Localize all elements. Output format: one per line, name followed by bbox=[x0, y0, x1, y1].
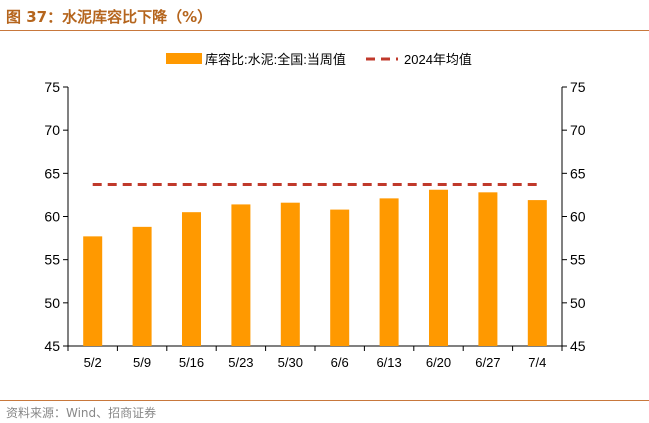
bar bbox=[330, 209, 350, 346]
source-note: 资料来源：Wind、招商证券 bbox=[6, 406, 157, 420]
y-tick-label-left: 70 bbox=[44, 122, 60, 138]
x-tick-label: 6/6 bbox=[331, 355, 349, 370]
chart-area: 库容比:水泥:全国:当周值 2024年均值 45 45 50 50 55 55 60 60 65… bbox=[44, 52, 586, 370]
bar bbox=[478, 192, 498, 346]
y-tick-label-right: 55 bbox=[570, 252, 586, 268]
x-tick-label: 6/20 bbox=[426, 355, 451, 370]
x-tick-label: 5/2 bbox=[84, 355, 102, 370]
title-divider bbox=[0, 30, 649, 31]
y-tick-label-right: 65 bbox=[570, 165, 586, 181]
bar bbox=[429, 189, 448, 346]
legend: 库容比:水泥:全国:当周值 2024年均值 bbox=[166, 52, 472, 67]
bar bbox=[379, 198, 399, 346]
chart-title: 图 37：水泥库容比下降（%） bbox=[6, 8, 213, 26]
x-tick-label: 6/27 bbox=[475, 355, 500, 370]
y-tick-label-left: 45 bbox=[44, 338, 60, 354]
y-tick-label-left: 65 bbox=[44, 165, 60, 181]
y-tick-label-right: 50 bbox=[570, 295, 586, 311]
legend-bar-swatch bbox=[166, 53, 202, 64]
x-tick-label: 5/30 bbox=[278, 355, 303, 370]
x-tick-label: 7/4 bbox=[528, 355, 546, 370]
y-tick-label-left: 60 bbox=[44, 209, 60, 225]
source-divider bbox=[0, 400, 649, 401]
y-tick-label-left: 55 bbox=[44, 252, 60, 268]
y-tick-label-right: 60 bbox=[570, 209, 586, 225]
bar bbox=[83, 236, 103, 346]
x-tick-label: 5/16 bbox=[179, 355, 204, 370]
bar bbox=[527, 200, 547, 346]
y-tick-label-left: 50 bbox=[44, 295, 60, 311]
x-tick-label: 5/23 bbox=[228, 355, 253, 370]
y-tick-label-right: 70 bbox=[570, 122, 586, 138]
y-tick-label-right: 75 bbox=[570, 79, 586, 95]
bar bbox=[132, 226, 152, 346]
bar bbox=[231, 204, 251, 346]
legend-bar-label: 库容比:水泥:全国:当周值 bbox=[205, 52, 346, 67]
x-tick-label: 5/9 bbox=[133, 355, 151, 370]
x-tick-label: 6/13 bbox=[376, 355, 401, 370]
legend-average-label: 2024年均值 bbox=[404, 52, 472, 67]
y-tick-label-left: 75 bbox=[44, 79, 60, 95]
bar bbox=[280, 202, 300, 346]
y-tick-label-right: 45 bbox=[570, 338, 586, 354]
bar bbox=[182, 212, 201, 346]
